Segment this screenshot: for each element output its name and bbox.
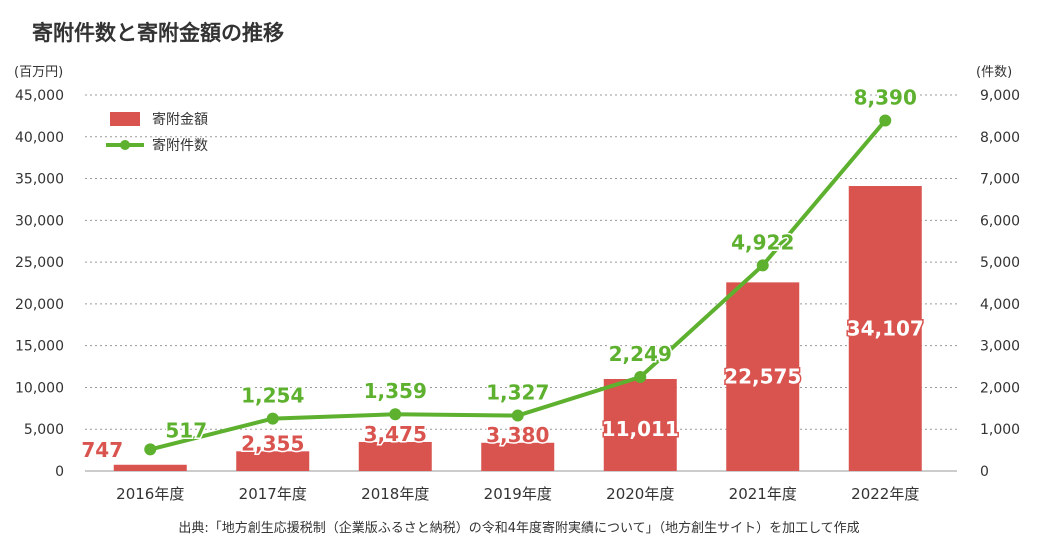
line-point bbox=[144, 443, 157, 456]
right-axis-ticks: 0 1,000 2,000 3,000 4,000 5,000 6,000 7,000 8,00… bbox=[980, 88, 1020, 480]
legend-line-marker bbox=[120, 140, 130, 150]
bar bbox=[358, 441, 432, 471]
point-value-label: 8,390 bbox=[854, 85, 917, 109]
right-axis-unit: (件数) bbox=[976, 65, 1012, 80]
line-point bbox=[389, 408, 402, 421]
point-value-label: 517 bbox=[165, 418, 207, 442]
left-tick-label: 5,000 bbox=[24, 422, 64, 438]
x-tick-label: 2016年度 bbox=[116, 485, 184, 503]
x-tick-label: 2021年度 bbox=[729, 485, 797, 503]
legend-bar-label: 寄附金額 bbox=[152, 111, 208, 128]
legend: 寄附金額 寄附件数 bbox=[106, 111, 208, 154]
left-tick-label: 40,000 bbox=[15, 130, 64, 146]
x-tick-label: 2022年度 bbox=[851, 485, 919, 503]
left-tick-label: 30,000 bbox=[15, 213, 64, 229]
bar-value-label: 747 bbox=[81, 438, 123, 462]
right-tick-label: 7,000 bbox=[980, 172, 1020, 188]
left-axis-unit: (百万円) bbox=[14, 65, 63, 80]
bar bbox=[481, 442, 555, 471]
point-value-label: 4,922 bbox=[731, 230, 794, 254]
right-tick-label: 4,000 bbox=[980, 297, 1020, 313]
bar-value-label: 2,355 bbox=[241, 431, 304, 455]
bar-value-label: 3,380 bbox=[486, 423, 549, 447]
right-tick-label: 2,000 bbox=[980, 380, 1020, 396]
legend-line-label: 寄附件数 bbox=[152, 137, 208, 154]
line-point bbox=[756, 259, 769, 272]
point-value-label: 1,359 bbox=[364, 379, 427, 403]
point-value-label: 1,254 bbox=[241, 384, 304, 408]
left-tick-label: 15,000 bbox=[15, 339, 64, 355]
right-tick-label: 3,000 bbox=[980, 339, 1020, 355]
line-point bbox=[879, 114, 892, 127]
bar-value-label: 22,575 bbox=[724, 365, 801, 389]
gridlines bbox=[85, 94, 957, 472]
bar-series: 747 2,355 3,475 3,380 11,011 22,575 34,107 bbox=[81, 186, 925, 471]
bar bbox=[726, 282, 800, 471]
left-tick-label: 25,000 bbox=[15, 255, 64, 271]
point-value-label: 2,249 bbox=[609, 342, 672, 366]
left-tick-label: 20,000 bbox=[15, 297, 64, 313]
x-tick-label: 2020年度 bbox=[606, 485, 674, 503]
right-tick-label: 9,000 bbox=[980, 88, 1020, 104]
right-tick-label: 8,000 bbox=[980, 130, 1020, 146]
x-tick-label: 2017年度 bbox=[239, 485, 307, 503]
bar bbox=[603, 378, 677, 471]
bar-value-label: 34,107 bbox=[847, 317, 924, 341]
left-axis-ticks: 0 5,000 10,000 15,000 20,000 25,000 30,000 35,0… bbox=[15, 88, 64, 480]
legend-bar-swatch bbox=[110, 112, 140, 126]
bar-value-label: 11,011 bbox=[602, 417, 679, 441]
left-tick-label: 45,000 bbox=[15, 88, 64, 104]
chart-title: 寄附件数と寄附金額の推移 bbox=[32, 21, 284, 45]
bar-value-label: 3,475 bbox=[364, 422, 427, 446]
left-tick-label: 0 bbox=[55, 464, 64, 480]
line-point bbox=[266, 412, 279, 425]
bar bbox=[113, 464, 187, 471]
right-tick-label: 5,000 bbox=[980, 255, 1020, 271]
line-point bbox=[634, 371, 647, 384]
x-axis-ticks: 2016年度 2017年度 2018年度 2019年度 2020年度 2021年度 2022… bbox=[116, 485, 919, 503]
left-tick-label: 10,000 bbox=[15, 380, 64, 396]
x-tick-label: 2018年度 bbox=[361, 485, 429, 503]
bar bbox=[236, 451, 310, 471]
line-point bbox=[511, 409, 524, 422]
source-note: 出典:「地方創生応援税制（企業版ふるさと納税）の令和4年度寄附実績について」（地… bbox=[178, 520, 859, 536]
right-tick-label: 1,000 bbox=[980, 422, 1020, 438]
point-value-label: 1,327 bbox=[486, 381, 549, 405]
line-series: 517 1,254 1,359 1,327 2,249 4,922 8,390 bbox=[144, 84, 918, 456]
x-tick-label: 2019年度 bbox=[484, 485, 552, 503]
right-tick-label: 6,000 bbox=[980, 213, 1020, 229]
left-tick-label: 35,000 bbox=[15, 172, 64, 188]
bar bbox=[848, 186, 922, 471]
right-tick-label: 0 bbox=[980, 464, 989, 480]
